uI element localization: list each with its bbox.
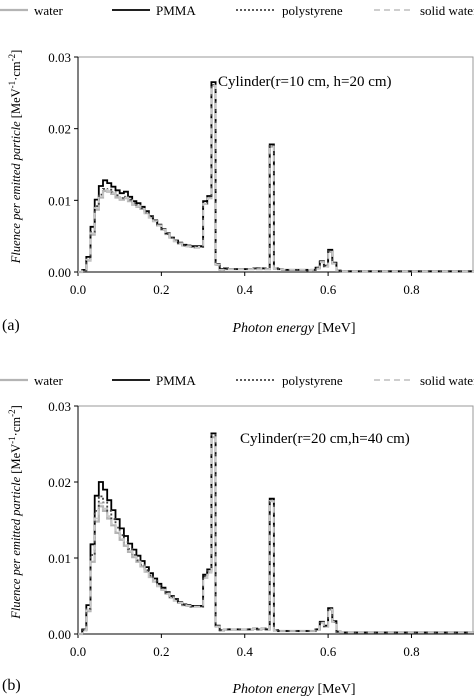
y-axis-label-sup1: -1: [7, 81, 17, 89]
legend: water PMMA polystyrene solid water: [0, 373, 474, 388]
legend-label: solid water: [420, 373, 474, 388]
y-tick-label: 0.02: [48, 122, 71, 137]
x-axis-label-italic: Photon energy: [231, 682, 314, 697]
y-axis-label-unit: [MeV: [9, 88, 23, 121]
y-axis-label-sup2: -2: [7, 409, 17, 417]
x-axis-label: Photon energy [MeV]: [231, 682, 355, 697]
series-group: [78, 432, 474, 636]
x-axis-label-unit: [MeV]: [314, 682, 356, 697]
y-axis-label-end: ]: [9, 405, 23, 409]
x-tick-label: 0.2: [153, 644, 169, 659]
y-tick-label: 0.00: [48, 627, 71, 642]
panel-label: (a): [2, 317, 20, 334]
series-group: [78, 81, 474, 274]
legend-label: polystyrene: [282, 3, 343, 18]
y-tick-label: 0.01: [48, 551, 71, 566]
y-axis-label-sup2: -2: [7, 54, 17, 62]
y-axis-label-italic: Fluence per emitted particle: [9, 121, 23, 264]
y-axis-label-end: ]: [9, 50, 23, 54]
series-line-water: [78, 84, 474, 274]
y-axis-label: Fluence per emitted particle [MeV-1·cm-2…: [7, 50, 23, 265]
series-line-polystyrene: [78, 434, 474, 635]
y-tick-label: 0.02: [48, 475, 71, 490]
y-axis-label-unit: [MeV: [9, 444, 23, 477]
chart-panel-b: water PMMA polystyrene solid water 0.00 0.01 0…: [0, 373, 474, 697]
panel-label: (b): [2, 677, 21, 694]
chart-panel-a: water PMMA polystyrene solid water 0.00 0.01 0…: [0, 3, 474, 336]
legend-label: water: [34, 3, 64, 18]
y-axis-label-italic: Fluence per emitted particle: [9, 476, 23, 619]
series-line-pmma: [78, 432, 474, 635]
plot-annotation: Cylinder(r=10 cm, h=20 cm): [218, 74, 392, 90]
x-tick-label: 0.4: [237, 282, 254, 297]
y-axis-label: Fluence per emitted particle [MeV-1·cm-2…: [7, 405, 23, 620]
y-axis-label-sup1: -1: [7, 436, 17, 444]
x-tick-label: 0.0: [70, 282, 86, 297]
series-line-water: [78, 436, 474, 636]
y-tick-label: 0.03: [48, 399, 71, 414]
x-tick-label: 0.8: [403, 644, 419, 659]
series-line-solid-water: [78, 84, 474, 273]
legend-label: water: [34, 373, 64, 388]
legend-label: solid water: [420, 3, 474, 18]
series-line-solid-water: [78, 436, 474, 635]
x-tick-label: 0.4: [237, 644, 254, 659]
x-tick-label: 0.6: [320, 282, 337, 297]
y-tick-label: 0.03: [48, 50, 71, 65]
y-axis-label-mid: ·cm: [9, 61, 23, 81]
legend-label: PMMA: [156, 3, 196, 18]
x-tick-label: 0.2: [153, 282, 169, 297]
x-tick-label: 0.6: [320, 644, 337, 659]
legend: water PMMA polystyrene solid water: [0, 3, 474, 18]
series-line-polystyrene: [78, 84, 474, 273]
legend-label: PMMA: [156, 373, 196, 388]
legend-label: polystyrene: [282, 373, 343, 388]
x-axis-label-unit: [MeV]: [314, 321, 356, 336]
y-axis-label-mid: ·cm: [9, 417, 23, 437]
x-tick-label: 0.0: [70, 644, 86, 659]
plot-annotation: Cylinder(r=20 cm,h=40 cm): [240, 431, 410, 447]
x-axis-label-italic: Photon energy: [231, 321, 314, 336]
y-tick-label: 0.01: [48, 193, 71, 208]
y-tick-label: 0.00: [48, 265, 71, 280]
series-line-pmma: [78, 81, 474, 273]
x-tick-label: 0.8: [403, 282, 419, 297]
x-axis-label: Photon energy [MeV]: [231, 321, 355, 336]
